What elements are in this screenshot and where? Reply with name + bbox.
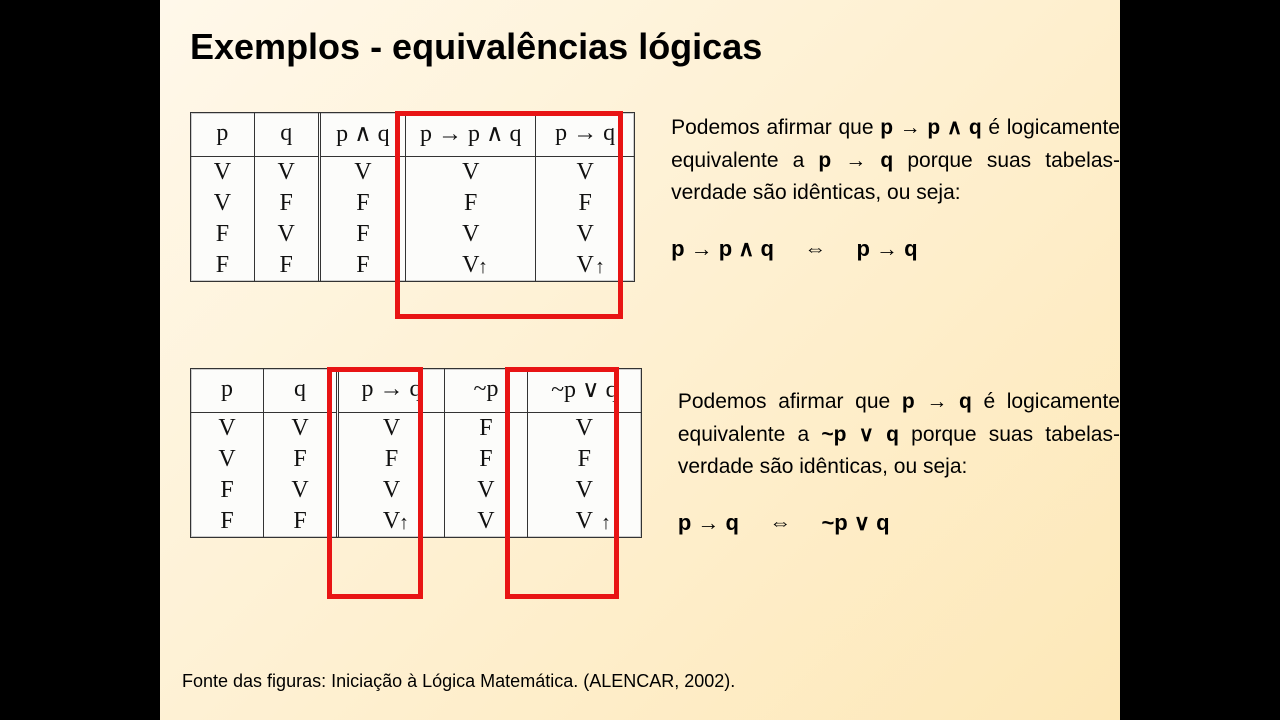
table-cell: F [527,444,641,475]
table-header: p → q [536,113,634,157]
equiv-left: p → p ∧ q [671,236,774,261]
table-cell: F [445,444,528,475]
equiv-right: p → q [856,236,917,261]
table-cell: F [319,250,406,281]
explanation-2: Podemos afirmar que p → q é logicamente … [678,368,1120,540]
table-cell: V [338,413,445,445]
table-cell: V [527,413,641,445]
table-cell: F [191,506,264,537]
table-header: ~p [445,369,528,413]
table-cell: V [191,413,264,445]
table-header: q [264,369,338,413]
table-cell: F [191,219,254,250]
table-cell: F [338,444,445,475]
table-row: VFFFF [191,188,634,219]
table-row: VVVVV [191,157,634,189]
table-cell: F [254,250,319,281]
table-cell: V [191,444,264,475]
equiv-icon: ⇔ [769,510,791,535]
table-cell: V [406,219,536,250]
table-header: p → q [338,369,445,413]
table-header: p [191,113,254,157]
table-row: FFFVV [191,250,634,281]
equiv-icon: ⇔ [804,236,826,261]
text: Podemos afirmar que [678,390,902,413]
table-cell: V [264,413,338,445]
table-cell: F [319,188,406,219]
arrow-up-icon: ↑ [601,512,611,535]
table-cell: V [338,475,445,506]
table-cell: V [338,506,445,537]
table-cell: V [406,157,536,189]
slide-title: Exemplos - equivalências lógicas [190,26,762,68]
table-header: p [191,369,264,413]
table-cell: V [527,475,641,506]
equiv-right: ~p ∨ q [821,510,889,535]
table-header: p → p ∧ q [406,113,536,157]
formula-bold: p → p ∧ q [880,116,982,139]
table-cell: F [264,506,338,537]
table-cell: V [527,506,641,537]
table-row: FFVVV [191,506,641,537]
formula-bold: p → q [902,390,972,413]
equivalence-line-1: p → p ∧ q ⇔ p → q [671,232,1120,266]
table-cell: V [191,157,254,189]
text: Podemos afirmar que [671,116,880,139]
example-row-1: pqp ∧ qp → p ∧ qp → qVVVVVVFFFFFVFVVFFFV… [190,112,1120,282]
truth-table-1: pqp ∧ qp → p ∧ qp → qVVVVVVFFFFFVFVVFFFV… [190,112,635,282]
table-cell: V [406,250,536,281]
table-cell: V [254,157,319,189]
table-cell: V [536,250,634,281]
equiv-left: p → q [678,510,739,535]
equivalence-line-2: p → q ⇔ ~p ∨ q [678,506,1120,540]
table-row: FVVVV [191,475,641,506]
table-cell: F [254,188,319,219]
table-row: VFFFF [191,444,641,475]
formula-bold: ~p ∨ q [821,423,899,446]
table-cell: F [319,219,406,250]
table-cell: F [445,413,528,445]
table-cell: F [406,188,536,219]
table-cell: F [191,475,264,506]
slide: Exemplos - equivalências lógicas pqp ∧ q… [160,0,1120,720]
formula-bold: p → q [818,149,893,172]
example-row-2: pqp → q~p~p ∨ qVVVFVVFFFFFVVVVFFVVV ↑↑ P… [190,368,1120,540]
table-cell: F [191,250,254,281]
table-cell: V [264,475,338,506]
table-cell: V [536,157,634,189]
table-cell: V [191,188,254,219]
truth-table-2: pqp → q~p~p ∨ qVVVFVVFFFFFVVVVFFVVV ↑↑ [190,368,642,538]
table-row: FVFVV [191,219,634,250]
table-cell: V [445,475,528,506]
table-header: p ∧ q [319,113,406,157]
arrow-up-icon: ↑ [478,256,488,279]
table-row: VVVFV [191,413,641,445]
explanation-1: Podemos afirmar que p → p ∧ q é logicame… [671,112,1120,266]
table-header: ~p ∨ q [527,369,641,413]
table-cell: F [536,188,634,219]
arrow-up-icon: ↑ [595,256,605,279]
table-cell: V [254,219,319,250]
table-cell: F [264,444,338,475]
table-cell: V [319,157,406,189]
arrow-up-icon: ↑ [399,512,409,535]
table-cell: V [536,219,634,250]
table-header: q [254,113,319,157]
source-citation: Fonte das figuras: Iniciação à Lógica Ma… [182,671,735,692]
table-cell: V [445,506,528,537]
